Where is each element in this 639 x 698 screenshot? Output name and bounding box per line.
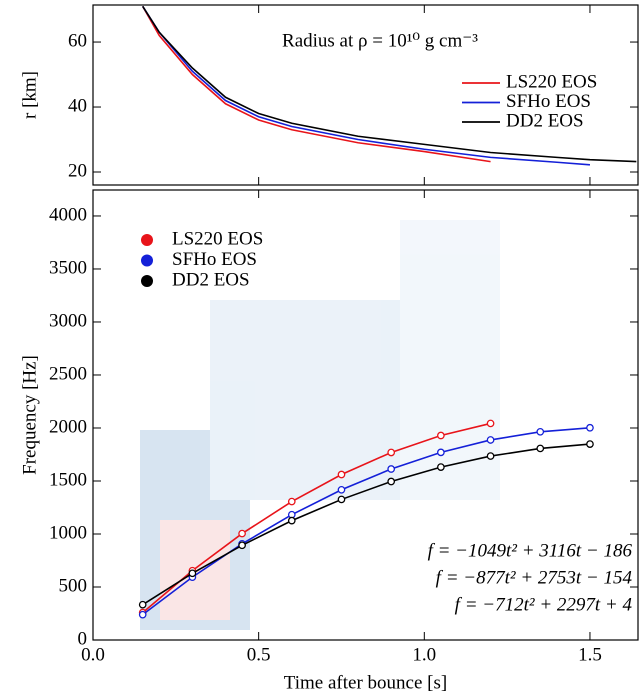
data-point [437,463,445,471]
legend-label: SFHo EOS [172,249,257,270]
x-axis-label: Time after bounce [s] [284,672,447,693]
data-point [138,610,147,619]
x-tick-label: 1.0 [412,644,436,665]
plot-frame [92,189,639,641]
spectrogram-backdrop [140,220,500,630]
y-tick-label: 2500 [49,363,87,384]
data-point [586,440,594,448]
fit-formula: f = −877t² + 2753t − 154 [436,567,633,588]
legend-swatch [141,234,153,246]
data-point [486,419,495,428]
data-point [287,497,296,506]
plot-frame [92,4,639,186]
data-point [387,448,396,457]
legend-label: SFHo EOS [506,91,591,112]
data-point [238,529,246,538]
data-point [536,427,545,436]
data-point [486,436,495,444]
y-tick-label: 3000 [49,310,87,331]
data-point [586,423,594,432]
data-point [536,444,545,453]
data-point [188,569,197,578]
series-line [141,5,491,163]
y-tick-label: 2000 [49,416,87,437]
y-axis-label: r [km] [19,71,40,119]
series-line [142,443,591,606]
data-point [138,600,147,609]
x-tick-label: 0.0 [81,644,105,665]
x-tick-label: 0.5 [247,644,271,665]
y-tick-label: 1500 [49,469,87,490]
y-tick-label: 60 [68,30,87,51]
data-point [437,448,445,457]
y-tick-label: 4000 [49,204,87,225]
data-point [337,485,346,494]
y-axis-label: Frequency [Hz] [19,355,40,475]
fit-formula: f = −1049t² + 3116t − 186 [428,540,633,561]
data-point [387,477,396,486]
legend-swatch [141,275,153,287]
series-line [142,5,637,163]
y-tick-label: 1000 [49,522,87,543]
data-point [238,541,246,550]
x-tick-label: 1.5 [578,644,602,665]
y-tick-label: 500 [59,575,88,596]
y-tick-label: 0 [78,628,88,649]
chart-title: Radius at ρ = 10¹⁰ g cm⁻³ [282,30,478,51]
fit-formula: f = −712t² + 2297t + 4 [455,594,633,615]
legend-label: LS220 EOS [506,71,597,92]
y-tick-label: 40 [68,95,87,116]
y-tick-label: 3500 [49,257,87,278]
legend-label: DD2 EOS [172,269,250,290]
data-point [287,516,296,525]
legend-label: DD2 EOS [506,110,584,131]
data-point [387,465,396,473]
series-line [142,422,491,614]
data-point [437,431,445,440]
data-point [337,495,346,504]
legend-label: LS220 EOS [172,228,263,249]
data-point [486,452,495,460]
data-point [337,470,346,479]
legend-swatch [141,254,153,267]
y-tick-label: 20 [68,160,87,181]
series-line [142,5,591,166]
series-line [142,426,591,616]
